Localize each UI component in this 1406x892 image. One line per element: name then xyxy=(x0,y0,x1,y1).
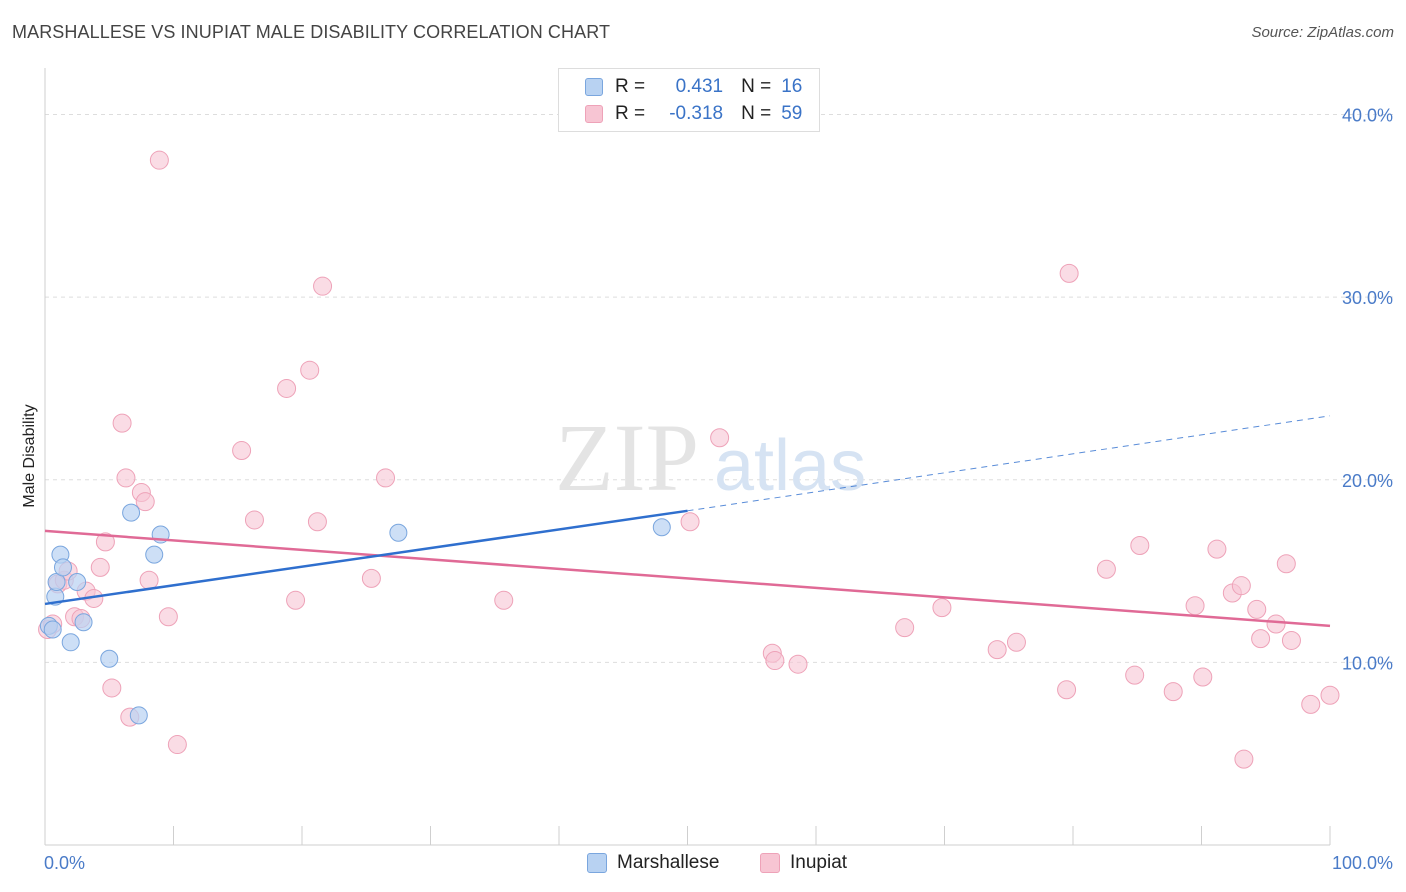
inupiat-point xyxy=(139,570,159,590)
inupiat-point xyxy=(167,735,187,755)
inupiat-point xyxy=(158,607,178,627)
marshallese-point xyxy=(129,706,148,725)
inupiat-point xyxy=(232,441,252,461)
inupiat-point xyxy=(1163,682,1183,702)
inupiat-point xyxy=(710,428,730,448)
inupiat-point xyxy=(788,654,808,674)
inupiat-point xyxy=(987,640,1007,660)
inupiat-point xyxy=(1096,559,1116,579)
inupiat-point xyxy=(680,512,700,532)
x-tick-label-max: 100.0% xyxy=(1332,853,1393,873)
y-tick-label: 30.0% xyxy=(1342,288,1393,308)
inupiat-point xyxy=(300,360,320,380)
inupiat-point xyxy=(112,413,132,433)
marshallese-trend-extension xyxy=(687,415,1331,512)
chart-title: MARSHALLESE VS INUPIAT MALE DISABILITY C… xyxy=(12,22,611,42)
inupiat-point xyxy=(1281,630,1301,650)
inupiat-point xyxy=(1125,665,1145,685)
inupiat-point xyxy=(1130,536,1150,556)
correlation-legend: R = 0.431 N = 16 R = -0.318 N = 59 xyxy=(558,68,820,132)
x-tick-label-min: 0.0% xyxy=(44,853,85,873)
legend-n-value: 59 xyxy=(781,103,803,124)
y-tick-label: 20.0% xyxy=(1342,471,1393,491)
inupiat-point xyxy=(1234,749,1254,769)
inupiat-point xyxy=(494,590,514,610)
legend-n-label: N = xyxy=(741,103,772,124)
inupiat-point xyxy=(765,651,785,671)
inupiat-point xyxy=(116,468,136,488)
y-tick-label: 40.0% xyxy=(1342,106,1393,126)
inupiat-point xyxy=(1247,599,1267,619)
inupiat-point xyxy=(1251,629,1271,649)
marshallese-point xyxy=(53,558,72,577)
inupiat-point xyxy=(307,512,327,532)
marshallese-point xyxy=(61,633,80,652)
inupiat-point xyxy=(1185,596,1205,616)
y-tick-labels: 10.0% 20.0% 30.0% 40.0% xyxy=(1342,106,1393,674)
marshallese-trend-line xyxy=(44,509,688,606)
marshallese-point xyxy=(652,518,671,537)
legend-n-value: 16 xyxy=(781,76,803,97)
inupiat-point xyxy=(95,532,115,552)
inupiat-label: Inupiat xyxy=(790,852,848,873)
inupiat-point xyxy=(932,598,952,618)
watermark-atlas: atlas xyxy=(714,426,866,506)
marshallese-point xyxy=(68,573,87,592)
axes xyxy=(44,68,1331,846)
legend-row-inupiat: R = -0.318 N = 59 xyxy=(585,102,802,126)
y-tick-label: 10.0% xyxy=(1342,653,1393,673)
inupiat-point xyxy=(1266,614,1286,634)
inupiat-point xyxy=(244,510,264,530)
inupiat-point xyxy=(1276,554,1296,574)
x-tick-labels: 0.0% 100.0% xyxy=(44,853,1393,873)
marshallese-point xyxy=(74,613,93,632)
inupiat-point xyxy=(277,378,297,398)
marshallese-label: Marshallese xyxy=(617,852,720,873)
legend-item-marshallese: Marshallese xyxy=(587,852,719,874)
marshallese-swatch xyxy=(587,853,607,873)
inupiat-trend-line xyxy=(44,529,1331,628)
inupiat-swatch xyxy=(760,853,780,873)
source-credit: Source: ZipAtlas.com xyxy=(1251,24,1394,41)
inupiat-point xyxy=(1231,576,1251,596)
legend-item-inupiat: Inupiat xyxy=(760,852,847,874)
inupiat-point xyxy=(1057,680,1077,700)
inupiat-point xyxy=(1006,632,1026,652)
inupiat-point xyxy=(313,276,333,296)
inupiat-point xyxy=(286,590,306,610)
legend-r-value: 0.431 xyxy=(675,76,724,97)
series-legend: Marshallese Inupiat xyxy=(0,852,1406,876)
legend-r-label: R = xyxy=(615,103,646,124)
inupiat-point xyxy=(1320,685,1340,705)
inupiat-point xyxy=(1207,539,1227,559)
marshallese-point xyxy=(100,649,119,668)
inupiat-point xyxy=(102,678,122,698)
watermark-zip: ZIP xyxy=(555,404,699,511)
inupiat-point xyxy=(1301,694,1321,714)
inupiat-point xyxy=(895,618,915,638)
legend-r-value: -0.318 xyxy=(669,103,724,124)
marshallese-point xyxy=(122,503,141,522)
inupiat-point xyxy=(90,557,110,577)
marshallese-point xyxy=(389,523,408,542)
inupiat-point xyxy=(1059,263,1079,283)
inupiat-point xyxy=(1193,667,1213,687)
legend-swatch-pink xyxy=(585,105,603,123)
inupiat-point xyxy=(376,468,396,488)
legend-swatch-blue xyxy=(585,78,603,96)
y-axis-label: Male Disability xyxy=(21,404,38,507)
marshallese-point xyxy=(43,620,62,639)
legend-row-marshallese: R = 0.431 N = 16 xyxy=(585,75,802,99)
legend-r-label: R = xyxy=(615,76,646,97)
marshallese-points xyxy=(39,503,671,725)
trend-lines xyxy=(44,415,1331,628)
inupiat-point xyxy=(135,492,155,512)
inupiat-point xyxy=(361,568,381,588)
legend-n-label: N = xyxy=(741,76,772,97)
inupiat-points xyxy=(38,150,1340,769)
inupiat-point xyxy=(149,150,169,170)
marshallese-point xyxy=(145,545,164,564)
